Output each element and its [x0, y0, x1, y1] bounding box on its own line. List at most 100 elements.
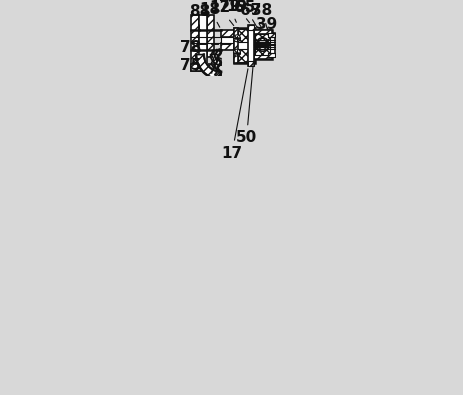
- Polygon shape: [196, 56, 204, 58]
- Bar: [248, 25, 253, 66]
- Polygon shape: [211, 70, 214, 78]
- Polygon shape: [204, 68, 209, 73]
- Polygon shape: [210, 55, 220, 65]
- Text: 65: 65: [234, 0, 257, 27]
- Circle shape: [233, 49, 240, 56]
- Polygon shape: [205, 68, 210, 74]
- Bar: [198, 15, 206, 71]
- Text: 39: 39: [255, 17, 276, 32]
- Polygon shape: [218, 72, 219, 79]
- Text: 88: 88: [188, 4, 210, 31]
- Polygon shape: [197, 60, 204, 63]
- Polygon shape: [201, 65, 207, 70]
- Text: 19: 19: [226, 0, 249, 23]
- Polygon shape: [196, 58, 204, 60]
- Polygon shape: [205, 68, 210, 74]
- Polygon shape: [197, 60, 205, 63]
- Polygon shape: [202, 66, 208, 71]
- Bar: [248, 25, 253, 30]
- Polygon shape: [200, 65, 207, 70]
- Polygon shape: [196, 57, 204, 59]
- Polygon shape: [196, 56, 204, 58]
- Text: 38: 38: [250, 3, 272, 30]
- Polygon shape: [207, 69, 212, 76]
- Bar: [233, 28, 254, 63]
- Polygon shape: [207, 69, 212, 76]
- Polygon shape: [196, 56, 204, 57]
- Polygon shape: [202, 66, 208, 72]
- Polygon shape: [197, 60, 204, 62]
- Polygon shape: [203, 67, 208, 72]
- Polygon shape: [213, 71, 215, 78]
- Polygon shape: [219, 72, 220, 79]
- Bar: [191, 64, 214, 71]
- Polygon shape: [210, 70, 213, 77]
- Text: 78: 78: [179, 40, 200, 55]
- Bar: [268, 32, 274, 37]
- Bar: [268, 53, 274, 57]
- Polygon shape: [208, 70, 213, 77]
- Polygon shape: [215, 71, 217, 79]
- Polygon shape: [203, 67, 209, 73]
- Polygon shape: [201, 65, 207, 71]
- Polygon shape: [196, 58, 204, 60]
- Polygon shape: [206, 69, 211, 75]
- Polygon shape: [196, 55, 220, 79]
- Polygon shape: [216, 71, 218, 79]
- Polygon shape: [209, 70, 213, 77]
- Polygon shape: [213, 71, 216, 79]
- Bar: [237, 49, 250, 62]
- Polygon shape: [197, 59, 204, 62]
- Bar: [237, 29, 250, 42]
- Bar: [191, 15, 198, 71]
- Polygon shape: [206, 68, 211, 75]
- Polygon shape: [196, 55, 203, 56]
- Polygon shape: [206, 68, 210, 75]
- Bar: [206, 15, 213, 57]
- Polygon shape: [200, 64, 206, 69]
- Polygon shape: [212, 71, 215, 78]
- Polygon shape: [214, 71, 217, 79]
- Polygon shape: [212, 71, 214, 78]
- Text: 79: 79: [219, 0, 240, 23]
- Polygon shape: [218, 72, 219, 79]
- Bar: [220, 37, 235, 43]
- Polygon shape: [198, 61, 205, 64]
- Text: 75: 75: [179, 58, 200, 73]
- Polygon shape: [196, 57, 204, 58]
- Text: 17: 17: [221, 69, 247, 161]
- Polygon shape: [210, 70, 213, 77]
- Polygon shape: [198, 62, 205, 66]
- Polygon shape: [215, 71, 217, 79]
- Polygon shape: [211, 70, 214, 77]
- Polygon shape: [200, 64, 207, 70]
- Polygon shape: [196, 58, 204, 60]
- Polygon shape: [198, 61, 205, 65]
- Bar: [253, 55, 271, 59]
- Polygon shape: [197, 59, 204, 62]
- Polygon shape: [214, 71, 216, 79]
- Polygon shape: [206, 69, 211, 75]
- Polygon shape: [200, 64, 206, 69]
- Polygon shape: [208, 70, 212, 76]
- Polygon shape: [196, 58, 204, 61]
- Polygon shape: [204, 67, 209, 73]
- Polygon shape: [199, 62, 206, 66]
- Polygon shape: [199, 63, 206, 67]
- Bar: [220, 43, 235, 51]
- Text: 50: 50: [235, 62, 257, 145]
- Polygon shape: [196, 55, 203, 56]
- Bar: [255, 34, 270, 46]
- Polygon shape: [213, 71, 216, 78]
- Bar: [233, 28, 237, 63]
- Bar: [248, 61, 253, 66]
- Bar: [268, 32, 274, 57]
- Polygon shape: [217, 71, 218, 79]
- Text: 18: 18: [199, 2, 220, 27]
- Bar: [220, 30, 235, 37]
- Polygon shape: [198, 62, 205, 65]
- Bar: [250, 28, 254, 63]
- Polygon shape: [198, 62, 205, 66]
- Polygon shape: [197, 60, 205, 64]
- Text: 67: 67: [240, 4, 261, 27]
